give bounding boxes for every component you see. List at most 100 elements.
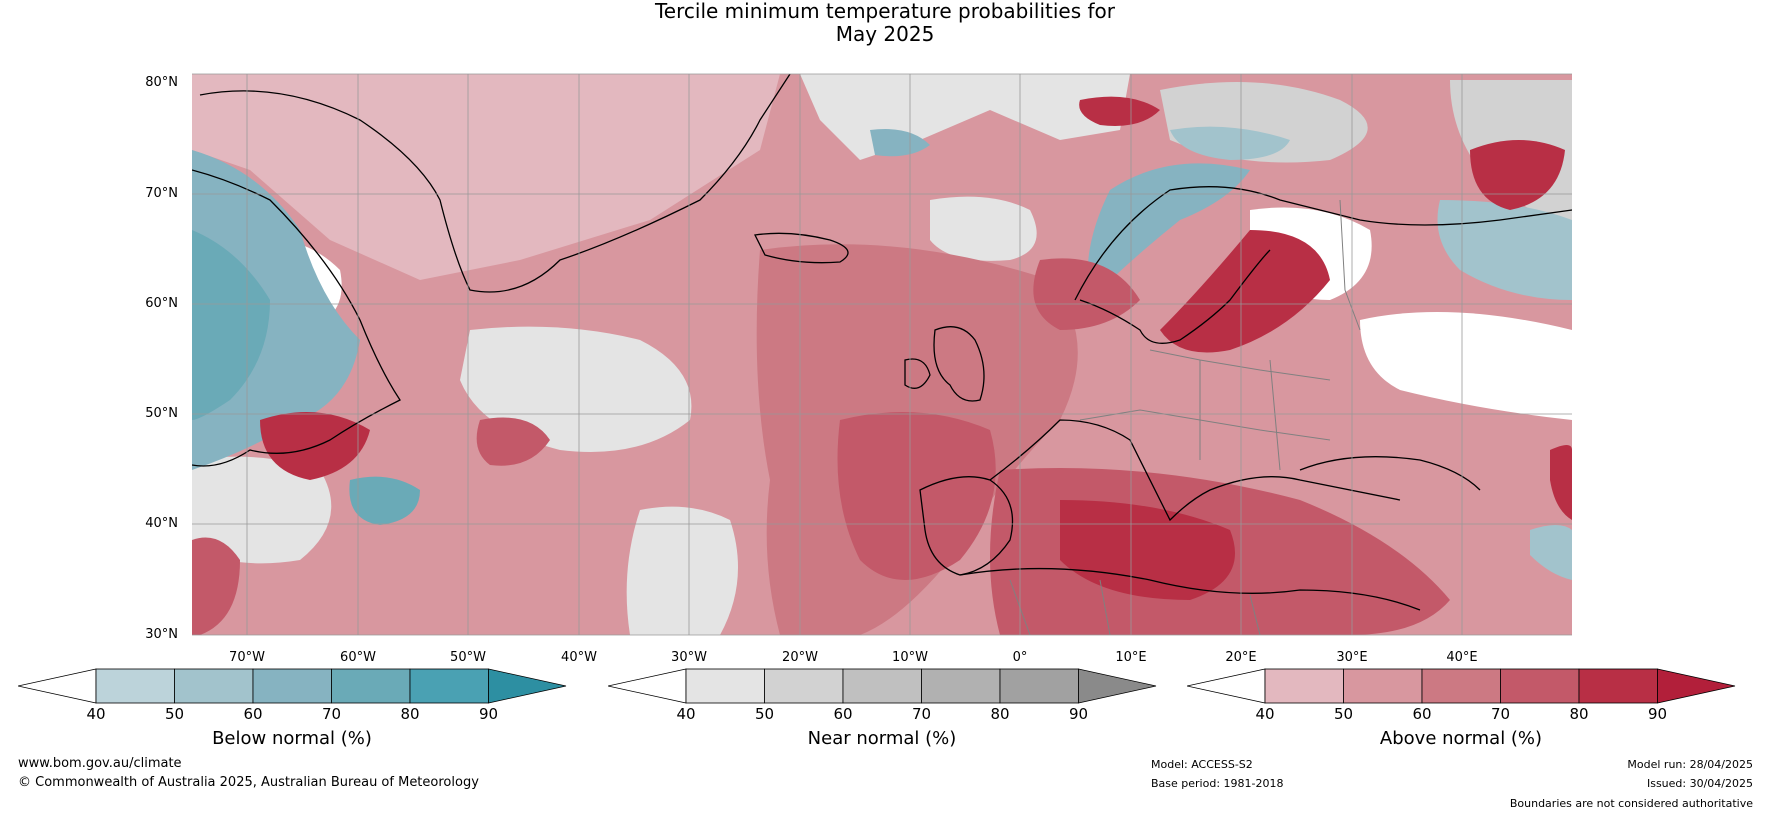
lat-label-80n: 80°N [145,75,178,90]
colorbar-near-normal-tick: 60 [833,705,853,723]
lon-label-50w: 50°W [450,650,486,665]
colorbar-below-normal-tick: 70 [321,705,342,723]
field-below-80-gulfstream [349,476,420,525]
colorbar-above-normal-low-arrow [1187,668,1266,704]
border-central-4 [1269,359,1281,471]
field-above-50-greenland [192,74,780,280]
colorbar-above-normal-tick: 90 [1647,705,1668,723]
colorbar-below-normal-high-arrow [488,668,567,704]
iceland-coast [754,232,849,264]
lon-label-40e: 40°E [1446,650,1478,665]
colorbar-below-normal-tick: 40 [86,705,106,723]
lon-label-40w: 40°W [561,650,597,665]
colorbar-near-normal-bin-40-50 [685,668,765,704]
colorbar-above-normal-bin-40-50 [1264,668,1344,704]
colorbar-below-normal-bin-80-90 [409,668,489,704]
lat-label-60n: 60°N [145,296,178,311]
border-africa-2 [1099,579,1111,635]
colorbar-near-normal-bin-60-70 [842,668,922,704]
field-below-60-svalbard [1170,126,1290,160]
footer-copyright: © Commonwealth of Australia 2025, Austra… [18,775,479,790]
lon-label-20w: 20°W [782,650,818,665]
baltic-coast [1079,249,1271,344]
footer-website: www.bom.gov.au/climate [18,756,182,771]
canada-coast [192,169,401,467]
lon-label-60w: 60°W [340,650,376,665]
colorbar-above-normal [1187,668,1736,704]
lon-label-10w: 10°W [892,650,928,665]
field-below-60-caspian [1530,525,1572,580]
colorbar-near-normal [608,668,1157,704]
colorbar-near-normal-label: Near normal (%) [807,728,957,749]
lat-label-40n: 40°N [145,516,178,531]
greenland-coast [199,74,791,293]
africa-coast [959,567,1421,611]
colorbar-below-normal-tick: 50 [164,705,185,723]
lat-label-50n: 50°N [145,406,178,421]
colorbar-below-normal-tick: 60 [243,705,263,723]
field-below-60-russia [1437,200,1572,300]
footer-issued: Issued: 30/04/2025 [1646,777,1753,790]
colorbar-above-normal-bin-60-70 [1421,668,1501,704]
lat-label-70n: 70°N [145,186,178,201]
lon-label-0: 0° [1012,650,1028,665]
black-sea-coast [1299,456,1481,491]
footer-base-period: Base period: 1981-2018 [1151,777,1284,790]
map-title-line1: Tercile minimum temperature probabilitie… [654,0,1116,23]
lon-label-70w: 70°W [229,650,265,665]
probability-field [192,74,1572,635]
colorbar-above-normal-tick: 80 [1569,705,1589,723]
footer-model-run: Model run: 28/04/2025 [1627,758,1753,771]
field-above-90-caspian [1550,445,1572,520]
colorbar-below-normal-tick: 90 [478,705,499,723]
colorbar-above-normal-tick: 60 [1412,705,1432,723]
field-below-70-greenland-sea [870,129,930,157]
lon-label-10e: 10°E [1115,650,1147,665]
ireland-coast [904,358,931,389]
britain-coast [933,326,985,402]
map-title-line2: May 2025 [835,22,935,46]
colorbar-near-normal-tick: 90 [1068,705,1089,723]
colorbar-above-normal-tick: 50 [1333,705,1354,723]
colorbar-above-normal-high-arrow [1657,668,1736,704]
colorbar-above-normal-tick: 40 [1255,705,1275,723]
iberia-coast [919,476,1014,576]
colorbar-near-normal-low-arrow [608,668,687,704]
field-above-90-svalbard [1079,96,1160,126]
lon-label-30e: 30°E [1336,650,1368,665]
colorbar-near-normal-bin-70-80 [921,668,1001,704]
field-white-russia [1360,312,1572,420]
colorbar-near-normal-tick: 50 [754,705,775,723]
border-africa-3 [1249,594,1261,635]
field-near-40-west [192,456,332,564]
colorbar-above-normal-bin-80-90 [1578,668,1658,704]
field-above-80-north-sea [1033,258,1140,330]
field-above-80-midatlantic [476,417,550,466]
lon-label-30w: 30°W [671,650,707,665]
colorbar-near-normal-bin-50-60 [764,668,844,704]
field-below-80-hudson [192,230,270,420]
colorbar-above-normal-tick: 70 [1490,705,1511,723]
colorbar-below-normal-label: Below normal (%) [212,728,372,749]
colorbar-near-normal-bin-80-90 [999,668,1079,704]
colorbar-below-normal-bin-60-70 [252,668,332,704]
coastlines [192,74,1572,611]
colorbar-below-normal [18,668,567,704]
scandinavia-coast [1074,186,1572,301]
border-finland-russia [1339,199,1361,331]
colorbar-below-normal-tick: 80 [400,705,420,723]
field-above-90-kara [1470,140,1565,210]
graticule [192,73,1572,636]
lon-label-20e: 20°E [1225,650,1257,665]
field-above-90-baltic [1160,230,1330,353]
footer-disclaimer: Boundaries are not considered authoritat… [1509,797,1753,810]
mediterranean-north-coast [989,419,1401,522]
colorbar-below-normal-bin-70-80 [331,668,411,704]
field-below-70-norway [1087,163,1250,300]
colorbar-above-normal-bin-70-80 [1500,668,1580,704]
colorbar-near-normal-tick: 80 [990,705,1010,723]
colorbar-below-normal-low-arrow [18,668,97,704]
colorbar-near-normal-tick: 40 [676,705,696,723]
field-near-40-mid [930,196,1037,261]
